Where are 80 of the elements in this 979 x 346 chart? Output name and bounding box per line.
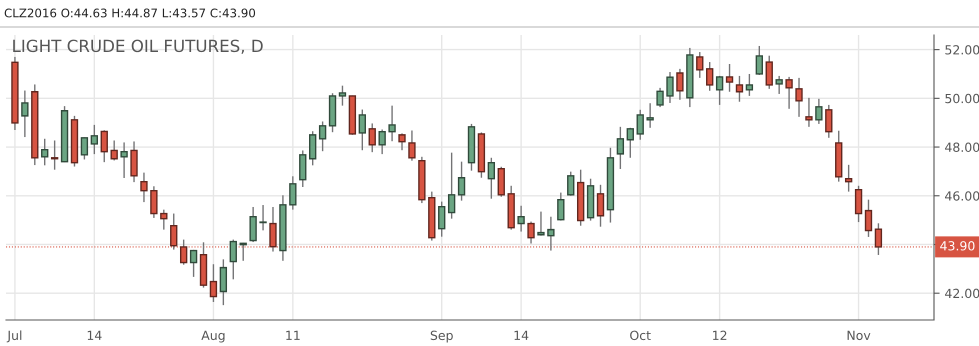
candlestick xyxy=(746,73,754,97)
candlestick xyxy=(358,108,366,151)
candlestick xyxy=(120,142,128,179)
candlestick xyxy=(80,136,88,160)
candlestick xyxy=(736,75,744,102)
candlestick xyxy=(220,258,228,306)
candlestick xyxy=(636,109,644,140)
x-tick-label: 11 xyxy=(286,330,300,340)
candlestick xyxy=(140,172,148,203)
candlestick xyxy=(676,68,684,100)
candlestick xyxy=(388,104,396,142)
candlestick xyxy=(408,130,416,162)
chart-title: LIGHT CRUDE OIL FUTURES, D xyxy=(13,40,263,54)
candlestick xyxy=(756,45,763,76)
candlestick xyxy=(775,75,783,95)
x-tick-label: 14 xyxy=(514,330,528,340)
candlestick xyxy=(626,127,634,158)
candlestick xyxy=(249,206,257,243)
y-tick-label: 50.00 xyxy=(945,94,979,104)
y-tick-label: 52.00 xyxy=(945,45,979,55)
candlestick xyxy=(240,242,247,262)
text: CLZ2016 O:44.63 H:44.87 L:43.57 C:43.90 xyxy=(4,8,256,18)
candlestick xyxy=(567,170,574,196)
candlestick xyxy=(309,130,316,166)
candlestick xyxy=(368,122,376,153)
candlestick xyxy=(805,97,813,128)
candlestick xyxy=(596,184,604,228)
x-tick-label: Aug xyxy=(201,330,225,343)
candlestick xyxy=(646,102,654,129)
candlestick xyxy=(289,176,297,210)
candlestick xyxy=(210,264,218,303)
candlestick xyxy=(517,205,525,232)
candlestick xyxy=(338,84,346,106)
candlestick xyxy=(795,77,803,118)
candlestick xyxy=(230,238,237,280)
y-tick-label: 46.00 xyxy=(945,191,979,201)
candlestick xyxy=(696,51,704,79)
candlestick xyxy=(666,71,674,104)
candlestick xyxy=(854,185,862,223)
candlestick xyxy=(844,164,852,192)
x-tick-label: Jul xyxy=(6,330,22,342)
candlestick xyxy=(318,120,326,152)
x-tick-label: Sep xyxy=(430,330,453,343)
candlestick xyxy=(50,140,58,170)
candlestick xyxy=(815,98,823,125)
candlestick xyxy=(726,63,734,92)
candlestick xyxy=(557,192,564,222)
candlestick xyxy=(527,220,535,244)
candlestick xyxy=(150,186,158,219)
candlestick xyxy=(448,152,456,220)
candlestick xyxy=(398,132,406,151)
candlestick xyxy=(766,55,773,90)
candlestick xyxy=(825,104,832,138)
candlestick xyxy=(547,216,555,252)
candlestick xyxy=(616,126,624,170)
candlestick xyxy=(706,61,714,92)
candlestick xyxy=(190,249,198,278)
candlestick xyxy=(864,198,872,238)
y-tick-label: 42.00 xyxy=(945,288,979,298)
candlestick xyxy=(21,90,29,138)
candlestick xyxy=(100,130,108,163)
x-tick-label: 14 xyxy=(88,330,102,340)
candlestick xyxy=(41,138,48,166)
x-tick-label: 12 xyxy=(713,330,726,340)
candlestick xyxy=(488,157,496,200)
candlestick xyxy=(438,200,446,238)
candlestick xyxy=(378,128,386,155)
x-tick-label: Nov xyxy=(848,330,870,340)
candlestick xyxy=(537,210,545,236)
candlestick xyxy=(458,160,466,202)
candlestick xyxy=(110,140,118,162)
ref-line-label: 43.90 xyxy=(940,241,975,251)
x-tick-label: Oct xyxy=(630,330,651,340)
candlestick xyxy=(785,76,793,110)
candlestick xyxy=(656,87,664,108)
candlestick xyxy=(716,75,724,106)
candlestick xyxy=(160,208,168,230)
candlestick xyxy=(90,124,98,155)
y-tick-label: 48.00 xyxy=(945,142,979,152)
candlestick xyxy=(259,204,267,232)
